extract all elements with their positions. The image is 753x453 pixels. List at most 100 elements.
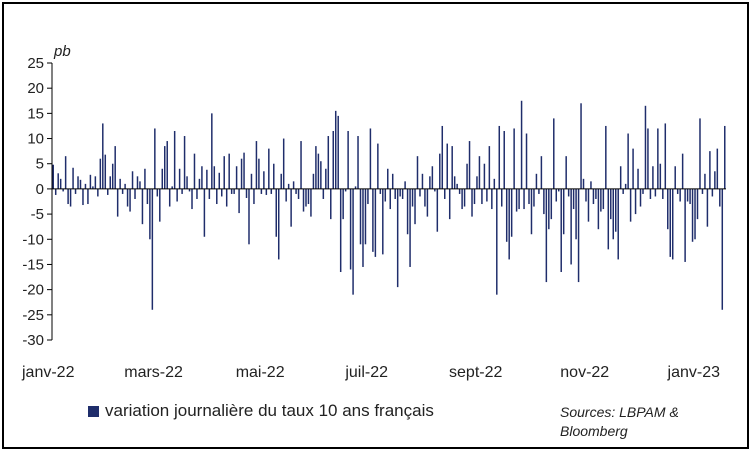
bar (434, 188, 436, 192)
bar (565, 156, 567, 189)
bar (699, 118, 701, 189)
bar (119, 178, 121, 189)
bar (253, 188, 255, 205)
bar (178, 168, 181, 189)
bar (139, 181, 141, 189)
bar (602, 188, 605, 210)
bar (605, 125, 607, 189)
bar (399, 188, 401, 197)
bar (337, 115, 339, 189)
bar (389, 188, 391, 210)
bar (300, 141, 302, 189)
bar (590, 181, 592, 189)
bar (280, 173, 282, 189)
bar (102, 123, 104, 189)
bar (679, 188, 681, 202)
bar (263, 171, 265, 189)
bar (582, 178, 585, 189)
y-tick-label: 5 (36, 156, 44, 173)
bar (622, 188, 624, 194)
bar (562, 188, 565, 235)
bar (401, 188, 404, 199)
bar (441, 125, 444, 189)
bar (258, 158, 260, 189)
bar (396, 188, 399, 288)
bar (411, 188, 414, 207)
x-tick-label: sept-22 (449, 364, 502, 381)
bar (382, 188, 384, 255)
bar (496, 188, 498, 295)
bar (550, 188, 553, 220)
bar (92, 186, 94, 189)
bar (575, 188, 577, 240)
bar (84, 183, 87, 189)
bar (364, 188, 367, 245)
bar (498, 125, 501, 189)
square-swatch-icon (88, 405, 99, 417)
bar (577, 188, 580, 283)
bar (501, 188, 503, 207)
bar (218, 172, 221, 189)
y-tick-label: -25 (22, 307, 44, 324)
bar (161, 168, 164, 189)
bar (265, 188, 268, 195)
bar (518, 188, 520, 210)
bar (538, 188, 540, 194)
bar (183, 136, 186, 189)
bar (297, 188, 300, 199)
bar (352, 188, 354, 295)
bar (64, 156, 67, 189)
x-tick-label: mars-22 (124, 364, 183, 381)
bar (444, 188, 446, 199)
bar (523, 188, 525, 210)
bar (634, 188, 637, 215)
bar (362, 188, 364, 267)
chart-frame: 25 20 15 10 5 0 -5 -10 -15 -20 -25 -30 janv-22 mars-… (2, 2, 749, 449)
bar (186, 176, 188, 189)
y-axis-unit-label: pb (53, 43, 71, 60)
bar (439, 153, 441, 189)
bar (290, 188, 292, 227)
bar (295, 188, 297, 194)
bar (431, 166, 434, 189)
bar (327, 136, 330, 189)
bar (268, 148, 270, 189)
bar (567, 188, 570, 197)
bar (89, 174, 92, 189)
bar (151, 188, 154, 310)
bar (463, 188, 466, 207)
y-tick-label: 10 (27, 131, 44, 148)
bar (74, 188, 77, 194)
bar (696, 188, 699, 220)
bar (282, 138, 285, 189)
bar (379, 188, 382, 194)
bar (211, 113, 213, 189)
bar (654, 188, 657, 197)
bar (483, 163, 486, 189)
y-tick-label: -30 (22, 332, 44, 349)
bar (595, 188, 597, 199)
bar (221, 188, 223, 197)
bar (493, 178, 496, 189)
bar (181, 188, 183, 194)
bar (260, 188, 263, 194)
bar (597, 188, 600, 230)
y-tick-label: -20 (22, 282, 44, 299)
bar (372, 188, 374, 252)
bar (377, 143, 379, 189)
bar (456, 183, 458, 189)
bar (302, 188, 305, 212)
x-tick-label: nov-22 (560, 364, 609, 381)
bar (600, 188, 602, 212)
y-tick-label: 25 (27, 55, 44, 72)
bar (481, 188, 483, 205)
bar (156, 188, 159, 197)
bar (681, 153, 684, 189)
bar (491, 188, 493, 210)
bar (99, 158, 102, 189)
bar (448, 188, 451, 220)
bar (632, 148, 634, 189)
bar (129, 188, 131, 212)
bar (164, 146, 166, 189)
bar (619, 166, 622, 189)
